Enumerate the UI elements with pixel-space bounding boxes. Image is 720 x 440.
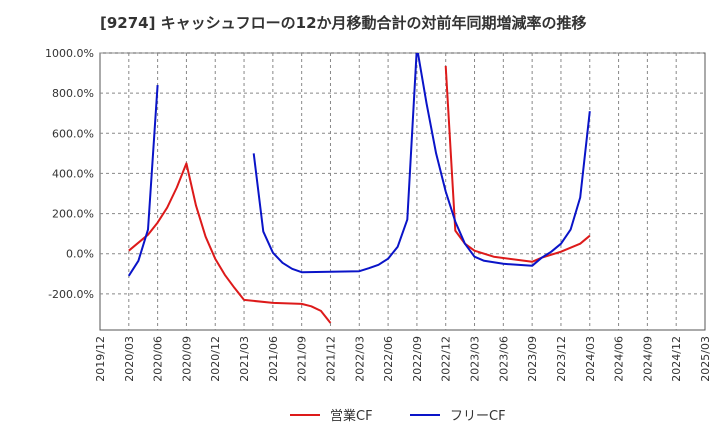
x-tick-label: 2020/09	[180, 336, 193, 382]
plot-frame	[99, 52, 706, 331]
x-tick-label: 2022/03	[353, 336, 366, 382]
series-line-segment	[127, 85, 159, 277]
x-tick-label: 2024/06	[613, 336, 626, 382]
x-tick-label: 2024/12	[670, 336, 683, 382]
x-tick-label: 2023/12	[555, 336, 568, 382]
x-tick-label: 2022/06	[382, 336, 395, 382]
x-tick-label: 2022/12	[440, 336, 453, 382]
x-tick-label: 2024/09	[641, 336, 654, 382]
x-tick-label: 2023/09	[526, 336, 539, 382]
legend-label: 営業CF	[330, 408, 373, 424]
x-tick-label: 2021/12	[324, 336, 337, 382]
series-free-cf	[127, 53, 591, 277]
y-tick-label: 200.0%	[52, 208, 94, 221]
x-tick-label: 2022/09	[411, 336, 424, 382]
x-tick-label: 2024/03	[584, 336, 597, 382]
series-line-segment	[252, 53, 591, 274]
legend-label: フリーCF	[450, 409, 506, 424]
y-tick-label: 0.0%	[66, 248, 94, 261]
axis-layer: -200.0% 0.0% 200.0% 400.0% 600.0% 800.0% 1000.…	[45, 47, 712, 382]
y-tick-label: 400.0%	[52, 167, 94, 180]
chart-title: [9274] キャッシュフローの12か月移動合計の対前年同期増減率の推移	[100, 14, 587, 32]
legend: 営業CF フリーCF	[290, 408, 506, 424]
series-operating-cf	[128, 65, 591, 324]
x-tick-label: 2021/09	[296, 336, 309, 382]
x-tick-label: 2019/12	[94, 336, 107, 382]
x-tick-label: 2025/03	[699, 336, 712, 382]
y-tick-label: 600.0%	[52, 127, 94, 140]
y-tick-label: 1000.0%	[45, 47, 94, 60]
x-tick-label: 2020/03	[123, 336, 136, 382]
x-tick-label: 2021/06	[267, 336, 280, 382]
x-tick-label: 2020/12	[209, 336, 222, 382]
y-tick-label: -200.0%	[48, 288, 94, 301]
x-tick-label: 2020/06	[152, 336, 165, 382]
series-line-segment	[444, 65, 591, 263]
x-tick-label: 2021/03	[238, 336, 251, 382]
y-tick-label: 800.0%	[52, 87, 94, 100]
x-tick-label: 2023/03	[469, 336, 482, 382]
series-layer	[127, 53, 591, 324]
series-line-segment	[128, 162, 332, 324]
x-tick-label: 2023/06	[497, 336, 510, 382]
grid-layer	[99, 52, 706, 331]
